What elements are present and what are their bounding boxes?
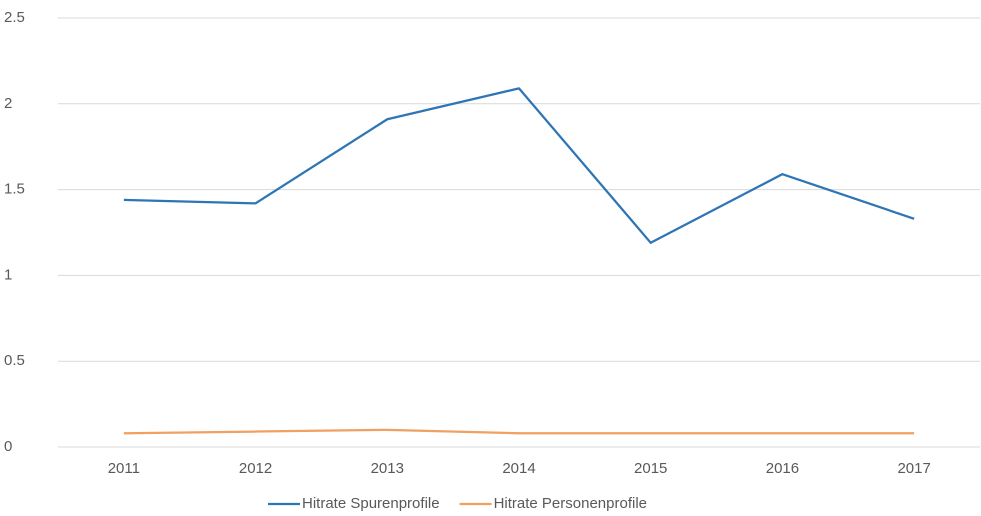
x-tick-label: 2011	[108, 460, 140, 477]
x-tick-label: 2014	[502, 460, 535, 477]
y-tick-label: 0	[4, 438, 12, 455]
y-tick-label: 1	[4, 266, 12, 283]
x-tick-label: 2016	[766, 460, 799, 477]
y-tick-label: 2.5	[4, 9, 25, 26]
y-tick-label: 0.5	[4, 352, 25, 369]
series-line	[123, 428, 915, 435]
legend-label: Hitrate Personenprofile	[494, 495, 647, 512]
x-tick-label: 2017	[897, 460, 930, 477]
y-tick-label: 1.5	[4, 181, 25, 198]
x-tick-label: 2015	[634, 460, 667, 477]
x-tick-label: 2012	[239, 460, 272, 477]
x-tick-label: 2013	[371, 460, 404, 477]
legend-label: Hitrate Spurenprofile	[302, 495, 440, 512]
y-tick-label: 2	[4, 95, 12, 112]
series-line	[123, 87, 915, 244]
